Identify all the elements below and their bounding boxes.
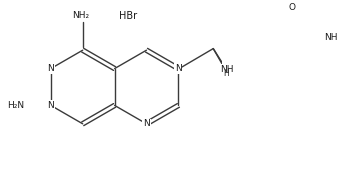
Text: N: N [47, 101, 54, 110]
Text: H: H [224, 69, 229, 78]
Text: NH: NH [324, 33, 338, 42]
Text: HBr: HBr [119, 11, 137, 21]
Text: N: N [47, 64, 54, 73]
Text: H₂N: H₂N [7, 101, 24, 110]
Text: O: O [288, 3, 296, 12]
Text: N: N [143, 119, 150, 128]
Text: NH₂: NH₂ [72, 11, 90, 19]
Text: N: N [175, 64, 182, 73]
Text: NH: NH [220, 65, 233, 74]
